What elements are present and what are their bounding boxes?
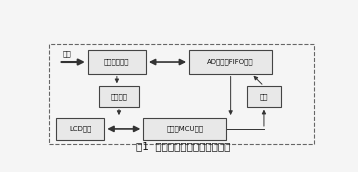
FancyBboxPatch shape [56,118,105,140]
Text: AD转换与FIFO存储: AD转换与FIFO存储 [207,59,254,65]
FancyBboxPatch shape [88,50,146,74]
FancyBboxPatch shape [247,86,281,107]
Text: 单片机MCU控制: 单片机MCU控制 [166,126,203,132]
FancyBboxPatch shape [143,118,227,140]
FancyBboxPatch shape [99,86,139,107]
Text: 整形电路: 整形电路 [111,93,127,100]
Text: 时钟: 时钟 [260,93,268,100]
Text: 图1  数字示波器硬件模块连接图: 图1 数字示波器硬件模块连接图 [136,142,231,152]
Text: LCD显示: LCD显示 [69,126,91,132]
Text: 信号: 信号 [63,50,72,57]
FancyBboxPatch shape [189,50,272,74]
Text: 程控衰减放大: 程控衰减放大 [104,59,130,65]
